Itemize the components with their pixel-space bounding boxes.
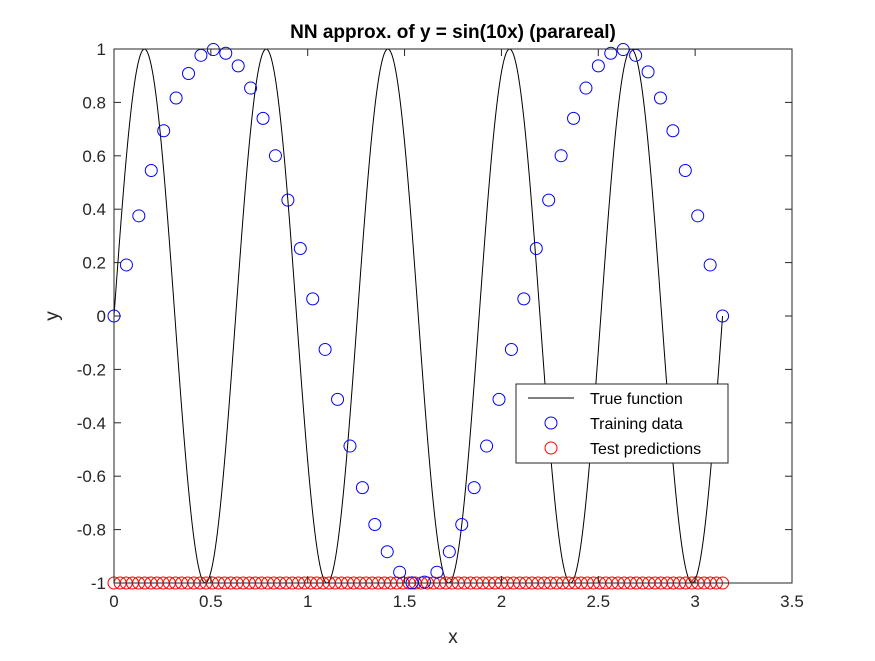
x-tick-label: 2 bbox=[497, 592, 506, 611]
y-tick-label: -0.6 bbox=[77, 467, 106, 486]
training-data-point bbox=[554, 149, 568, 163]
x-tick-label: 0 bbox=[109, 592, 118, 611]
training-data-point bbox=[368, 517, 382, 531]
training-data-point bbox=[231, 59, 245, 73]
training-data-point bbox=[442, 545, 456, 559]
y-tick-label: 0.8 bbox=[82, 93, 106, 112]
training-data-point bbox=[430, 565, 444, 579]
training-data-point bbox=[529, 242, 543, 256]
legend-label-test-predictions: Test predictions bbox=[590, 441, 701, 458]
legend-box bbox=[515, 383, 729, 464]
training-data-point bbox=[157, 124, 171, 138]
y-tick-label: 0 bbox=[97, 307, 106, 326]
training-data-point bbox=[144, 164, 158, 178]
y-tick-label: -1 bbox=[91, 574, 106, 593]
legend-label-training-data: Training data bbox=[590, 416, 683, 433]
x-axis-ticks: 0 0.5 1 1.5 2 2.5 3 3.5 bbox=[109, 49, 804, 611]
training-data-point bbox=[666, 124, 680, 138]
y-axis-label: y bbox=[42, 311, 63, 321]
x-tick-label: 0.5 bbox=[199, 592, 223, 611]
y-tick-label: -0.4 bbox=[77, 414, 106, 433]
training-data-point bbox=[355, 481, 369, 495]
y-tick-label: 0.4 bbox=[82, 200, 106, 219]
training-data-point bbox=[119, 258, 133, 272]
training-data-point bbox=[244, 81, 258, 95]
chart-title: NN approx. of y = sin(10x) (parareal) bbox=[290, 22, 616, 43]
training-data-point bbox=[691, 209, 705, 223]
x-axis-label: x bbox=[448, 627, 458, 648]
training-data-point bbox=[467, 481, 481, 495]
training-data-point bbox=[169, 91, 183, 105]
x-tick-label: 2.5 bbox=[586, 592, 610, 611]
x-tick-label: 1.5 bbox=[393, 592, 417, 611]
training-data-point bbox=[182, 67, 196, 81]
training-data-point bbox=[716, 309, 730, 323]
training-data-point bbox=[417, 575, 431, 589]
training-data-point bbox=[641, 65, 655, 79]
training-data-point bbox=[268, 149, 282, 163]
y-tick-label: -0.2 bbox=[77, 360, 106, 379]
y-tick-label: 1 bbox=[97, 40, 106, 59]
training-data-point bbox=[517, 292, 531, 306]
training-data-point bbox=[206, 43, 220, 57]
training-data-point bbox=[256, 111, 270, 125]
training-data-point bbox=[455, 517, 469, 531]
training-data-point bbox=[331, 392, 345, 406]
x-tick-label: 3.5 bbox=[780, 592, 804, 611]
training-data-point bbox=[393, 565, 407, 579]
training-data-point bbox=[318, 342, 332, 356]
training-data-point bbox=[653, 91, 667, 105]
training-data-point bbox=[480, 439, 494, 453]
training-data-point bbox=[132, 209, 146, 223]
legend-swatch-training-data bbox=[544, 416, 558, 430]
plot-area bbox=[114, 49, 792, 583]
training-data-point bbox=[591, 59, 605, 73]
y-tick-label: 0.6 bbox=[82, 147, 106, 166]
training-data-point bbox=[604, 46, 618, 60]
legend: True function Training data Test predict… bbox=[515, 383, 729, 464]
training-data-point bbox=[343, 439, 357, 453]
training-data-point bbox=[616, 43, 630, 57]
training-data-point bbox=[579, 81, 593, 95]
training-data-point bbox=[219, 46, 233, 60]
training-data-point bbox=[380, 545, 394, 559]
x-tick-label: 3 bbox=[690, 592, 699, 611]
training-data-point bbox=[281, 193, 295, 207]
training-data-point bbox=[678, 164, 692, 178]
x-tick-label: 1 bbox=[303, 592, 312, 611]
legend-swatch-test-predictions bbox=[544, 441, 558, 455]
training-data-point bbox=[492, 392, 506, 406]
y-axis-ticks: 1 0.8 0.6 0.4 0.2 0 -0.2 -0.4 -0.6 -0.8 -1 bbox=[77, 40, 792, 593]
training-data-point bbox=[504, 342, 518, 356]
training-data-point bbox=[703, 258, 717, 272]
legend-label-true-function: True function bbox=[590, 391, 683, 408]
training-data-point bbox=[293, 242, 307, 256]
training-data-point bbox=[542, 193, 556, 207]
training-data-point bbox=[306, 292, 320, 306]
true-function-line bbox=[113, 48, 724, 584]
y-tick-label: -0.8 bbox=[77, 521, 106, 540]
y-tick-label: 0.2 bbox=[82, 254, 106, 273]
training-data-point bbox=[567, 111, 581, 125]
